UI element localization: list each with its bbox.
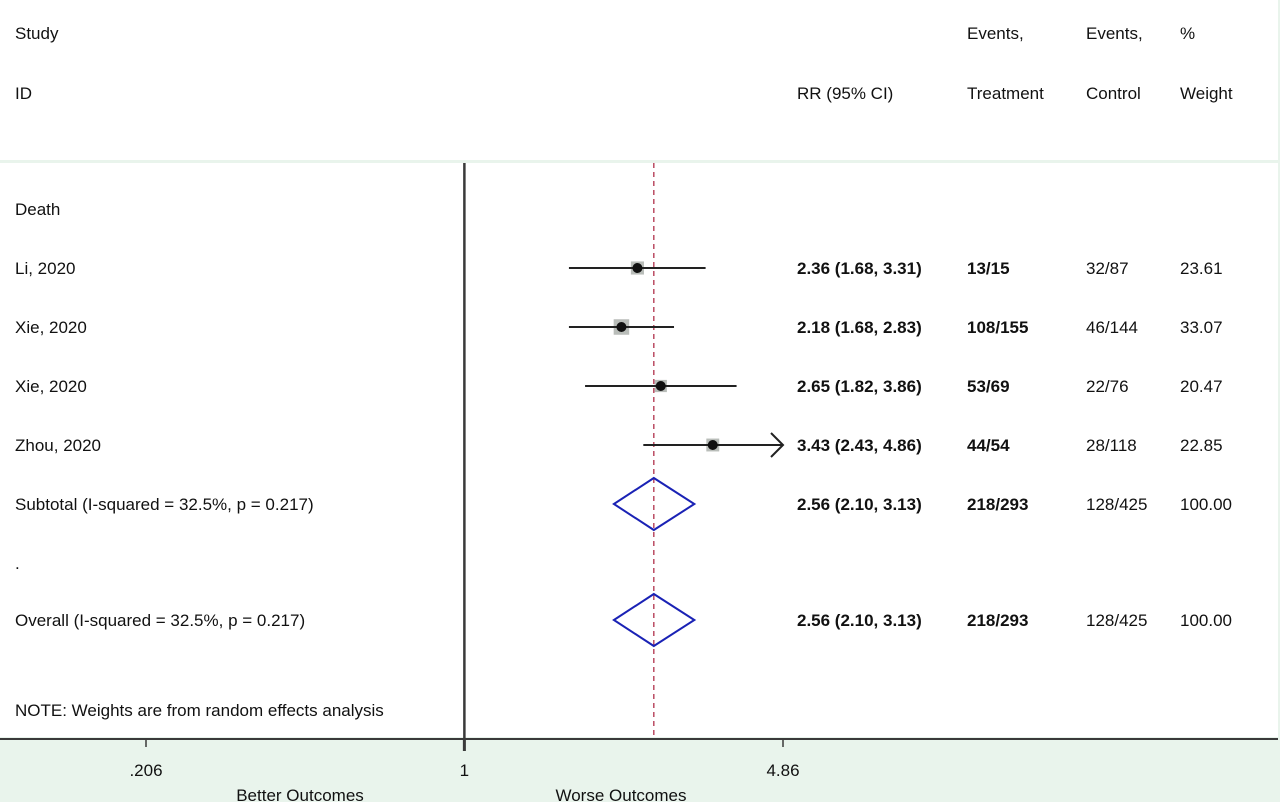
subtotal-diamond bbox=[612, 476, 697, 532]
header-control: Control bbox=[1086, 84, 1141, 103]
x-caption-better: Better Outcomes bbox=[236, 786, 364, 802]
treatment-events: 53/69 bbox=[967, 377, 1010, 396]
treatment-events: 218/293 bbox=[967, 495, 1028, 514]
treatment-events: 44/54 bbox=[967, 436, 1010, 455]
header-id: ID bbox=[15, 84, 32, 103]
rr-value: 3.43 (2.43, 4.86) bbox=[797, 436, 922, 455]
weight-value: 23.61 bbox=[1180, 259, 1223, 278]
study-label: Xie, 2020 bbox=[15, 318, 87, 337]
header-pct: % bbox=[1180, 24, 1195, 43]
header-rr: RR (95% CI) bbox=[797, 84, 893, 103]
weight-value: 100.00 bbox=[1180, 495, 1232, 514]
rr-value: 2.56 (2.10, 3.13) bbox=[797, 611, 922, 630]
control-events: 32/87 bbox=[1086, 259, 1129, 278]
subtotal-label: Subtotal (I-squared = 32.5%, p = 0.217) bbox=[15, 495, 314, 514]
ci-arrow bbox=[770, 432, 785, 458]
rr-value: 2.36 (1.68, 3.31) bbox=[797, 259, 922, 278]
header-weight: Weight bbox=[1180, 84, 1233, 103]
x-tick-label: 4.86 bbox=[766, 761, 799, 780]
header-events-treatment: Events, bbox=[967, 24, 1024, 43]
treatment-events: 218/293 bbox=[967, 611, 1028, 630]
overall-diamond bbox=[612, 592, 697, 648]
weight-value: 100.00 bbox=[1180, 611, 1232, 630]
control-events: 46/144 bbox=[1086, 318, 1138, 337]
rr-value: 2.65 (1.82, 3.86) bbox=[797, 377, 922, 396]
point-estimate bbox=[707, 440, 718, 450]
header-study: Study bbox=[15, 24, 59, 43]
rr-value: 2.18 (1.68, 2.83) bbox=[797, 318, 922, 337]
control-events: 22/76 bbox=[1086, 377, 1129, 396]
treatment-events: 13/15 bbox=[967, 259, 1010, 278]
weight-value: 22.85 bbox=[1180, 436, 1223, 455]
point-estimate bbox=[616, 322, 627, 332]
control-events: 128/425 bbox=[1086, 611, 1147, 630]
note-text: NOTE: Weights are from random effects an… bbox=[15, 701, 384, 720]
plot-panel bbox=[0, 163, 1278, 737]
x-tick-label: .206 bbox=[129, 761, 162, 780]
overall-label: Overall (I-squared = 32.5%, p = 0.217) bbox=[15, 611, 305, 630]
header-events-control: Events, bbox=[1086, 24, 1143, 43]
spacer-label: . bbox=[15, 554, 20, 573]
control-events: 128/425 bbox=[1086, 495, 1147, 514]
study-label: Li, 2020 bbox=[15, 259, 76, 278]
x-caption-worse: Worse Outcomes bbox=[555, 786, 686, 802]
rr-value: 2.56 (2.10, 3.13) bbox=[797, 495, 922, 514]
group-label: Death bbox=[15, 200, 60, 219]
weight-value: 33.07 bbox=[1180, 318, 1223, 337]
study-label: Zhou, 2020 bbox=[15, 436, 101, 455]
weight-value: 20.47 bbox=[1180, 377, 1223, 396]
study-label: Xie, 2020 bbox=[15, 377, 87, 396]
treatment-events: 108/155 bbox=[967, 318, 1028, 337]
point-estimate bbox=[655, 381, 666, 391]
control-events: 28/118 bbox=[1086, 436, 1137, 455]
x-tick-label: 1 bbox=[460, 761, 469, 780]
plot-marks: .206 1 4.86 bbox=[0, 163, 1278, 780]
point-estimate bbox=[632, 263, 643, 273]
header-treatment: Treatment bbox=[967, 84, 1044, 103]
header-panel bbox=[0, 0, 1278, 160]
